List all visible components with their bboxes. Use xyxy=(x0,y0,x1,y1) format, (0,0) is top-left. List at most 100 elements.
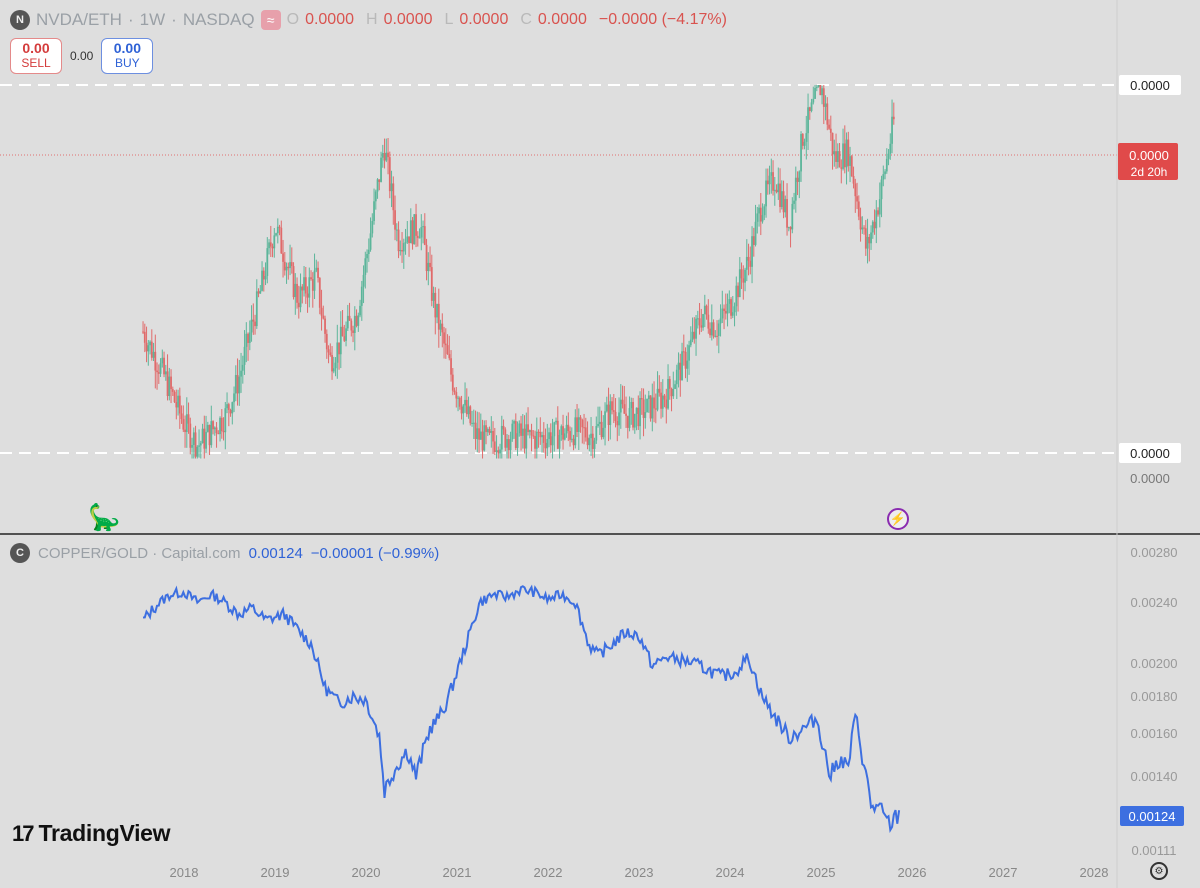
candle-body xyxy=(892,116,895,120)
candle-body xyxy=(889,143,892,154)
candle xyxy=(327,345,330,364)
candle xyxy=(882,165,885,187)
symbol-name[interactable]: NVDA/ETH xyxy=(36,10,122,29)
candle-body xyxy=(877,210,879,215)
candle xyxy=(245,322,248,363)
candle-body xyxy=(353,315,356,333)
candle xyxy=(836,143,839,169)
tradingview-wordmark: TradingView xyxy=(38,820,171,846)
candle xyxy=(423,213,426,246)
tradingview-logo[interactable]: 17 TradingView xyxy=(12,820,171,847)
candle xyxy=(556,406,559,450)
upper-price-label-text: 0.0000 xyxy=(1130,78,1170,93)
candle-body xyxy=(222,431,225,433)
sub-value: 0.00124 xyxy=(248,544,303,562)
candle xyxy=(773,176,776,206)
candle xyxy=(665,388,668,424)
interval-label[interactable]: 1W xyxy=(139,10,166,29)
candle-body xyxy=(500,425,503,450)
approx-icon[interactable]: ≈ xyxy=(260,10,281,30)
candle xyxy=(724,293,727,320)
bottom-price-label: 0.0000 xyxy=(1130,471,1170,486)
candle xyxy=(353,306,356,351)
candle xyxy=(416,231,419,247)
candle-body xyxy=(642,399,645,418)
candle-body xyxy=(402,243,405,252)
candle xyxy=(714,330,717,338)
sell-button[interactable]: 0.00 SELL xyxy=(10,38,62,74)
candle-body xyxy=(420,227,423,238)
candle-body xyxy=(322,315,325,319)
candle-body xyxy=(747,256,750,261)
candle-body xyxy=(868,236,871,244)
candle xyxy=(254,314,256,335)
change-value: −0.0000 (−4.17%) xyxy=(598,11,727,28)
candle-body xyxy=(306,293,309,298)
candle xyxy=(738,257,741,298)
candle xyxy=(793,192,795,210)
sub-symbol-name[interactable]: COPPER/GOLD · Capital.com xyxy=(38,544,241,562)
candle-body xyxy=(460,406,463,414)
candle-body xyxy=(380,157,382,182)
candle xyxy=(238,359,241,406)
candle xyxy=(815,85,818,92)
candle xyxy=(583,413,585,445)
candle xyxy=(782,180,785,219)
candle-body xyxy=(679,362,682,381)
dinosaur-icon[interactable]: 🦕 xyxy=(88,502,121,532)
candle-body xyxy=(528,430,531,433)
candle-body xyxy=(658,388,661,393)
x-tick-label: 2018 xyxy=(170,865,199,880)
candle xyxy=(703,294,706,328)
candle-body xyxy=(847,139,850,166)
upper-price-label: 0.0000 xyxy=(1119,75,1181,95)
candle xyxy=(348,302,351,321)
candle xyxy=(355,309,358,328)
buy-button[interactable]: 0.00 BUY xyxy=(101,38,154,74)
candle-body xyxy=(696,318,699,320)
candle-body xyxy=(744,269,746,283)
candle-body xyxy=(497,450,500,454)
candle-body xyxy=(287,266,290,269)
candle xyxy=(187,402,190,434)
candle-body xyxy=(187,414,190,424)
candle-body xyxy=(871,221,874,233)
candle-body xyxy=(808,107,811,111)
candle xyxy=(220,409,223,439)
candle-body xyxy=(444,343,447,346)
candle xyxy=(248,320,251,351)
sub-symbol-header: C COPPER/GOLD · Capital.com 0.00124 −0.0… xyxy=(10,543,439,563)
settings-gear-icon[interactable]: ⚙ xyxy=(1150,862,1168,880)
candle xyxy=(485,420,487,445)
candle-body xyxy=(737,285,739,298)
candle-body xyxy=(432,292,435,301)
candle xyxy=(847,131,850,172)
exchange-label: NASDAQ xyxy=(182,10,255,29)
candle xyxy=(455,387,458,408)
candle-body xyxy=(259,290,262,294)
candle xyxy=(513,419,515,439)
candle-body xyxy=(822,88,825,107)
candle xyxy=(625,396,627,428)
candle xyxy=(434,287,437,335)
sub-change: −0.00001 (−0.99%) xyxy=(310,544,440,562)
candle xyxy=(322,305,325,320)
candle-body xyxy=(164,371,167,375)
lightning-icon[interactable]: ⚡ xyxy=(887,508,909,530)
candle-body xyxy=(481,431,484,451)
candle-body xyxy=(751,236,753,267)
candle xyxy=(292,262,295,300)
candle-body xyxy=(308,277,311,298)
candle xyxy=(518,420,521,437)
candle-body xyxy=(637,407,640,427)
candle-body xyxy=(252,319,255,322)
candle xyxy=(555,417,557,425)
candle xyxy=(765,168,767,218)
candle xyxy=(215,422,218,448)
candle xyxy=(304,266,307,304)
x-tick-label: 2021 xyxy=(443,865,472,880)
candle xyxy=(492,421,494,454)
candle xyxy=(805,115,808,160)
candle-body xyxy=(336,342,339,363)
